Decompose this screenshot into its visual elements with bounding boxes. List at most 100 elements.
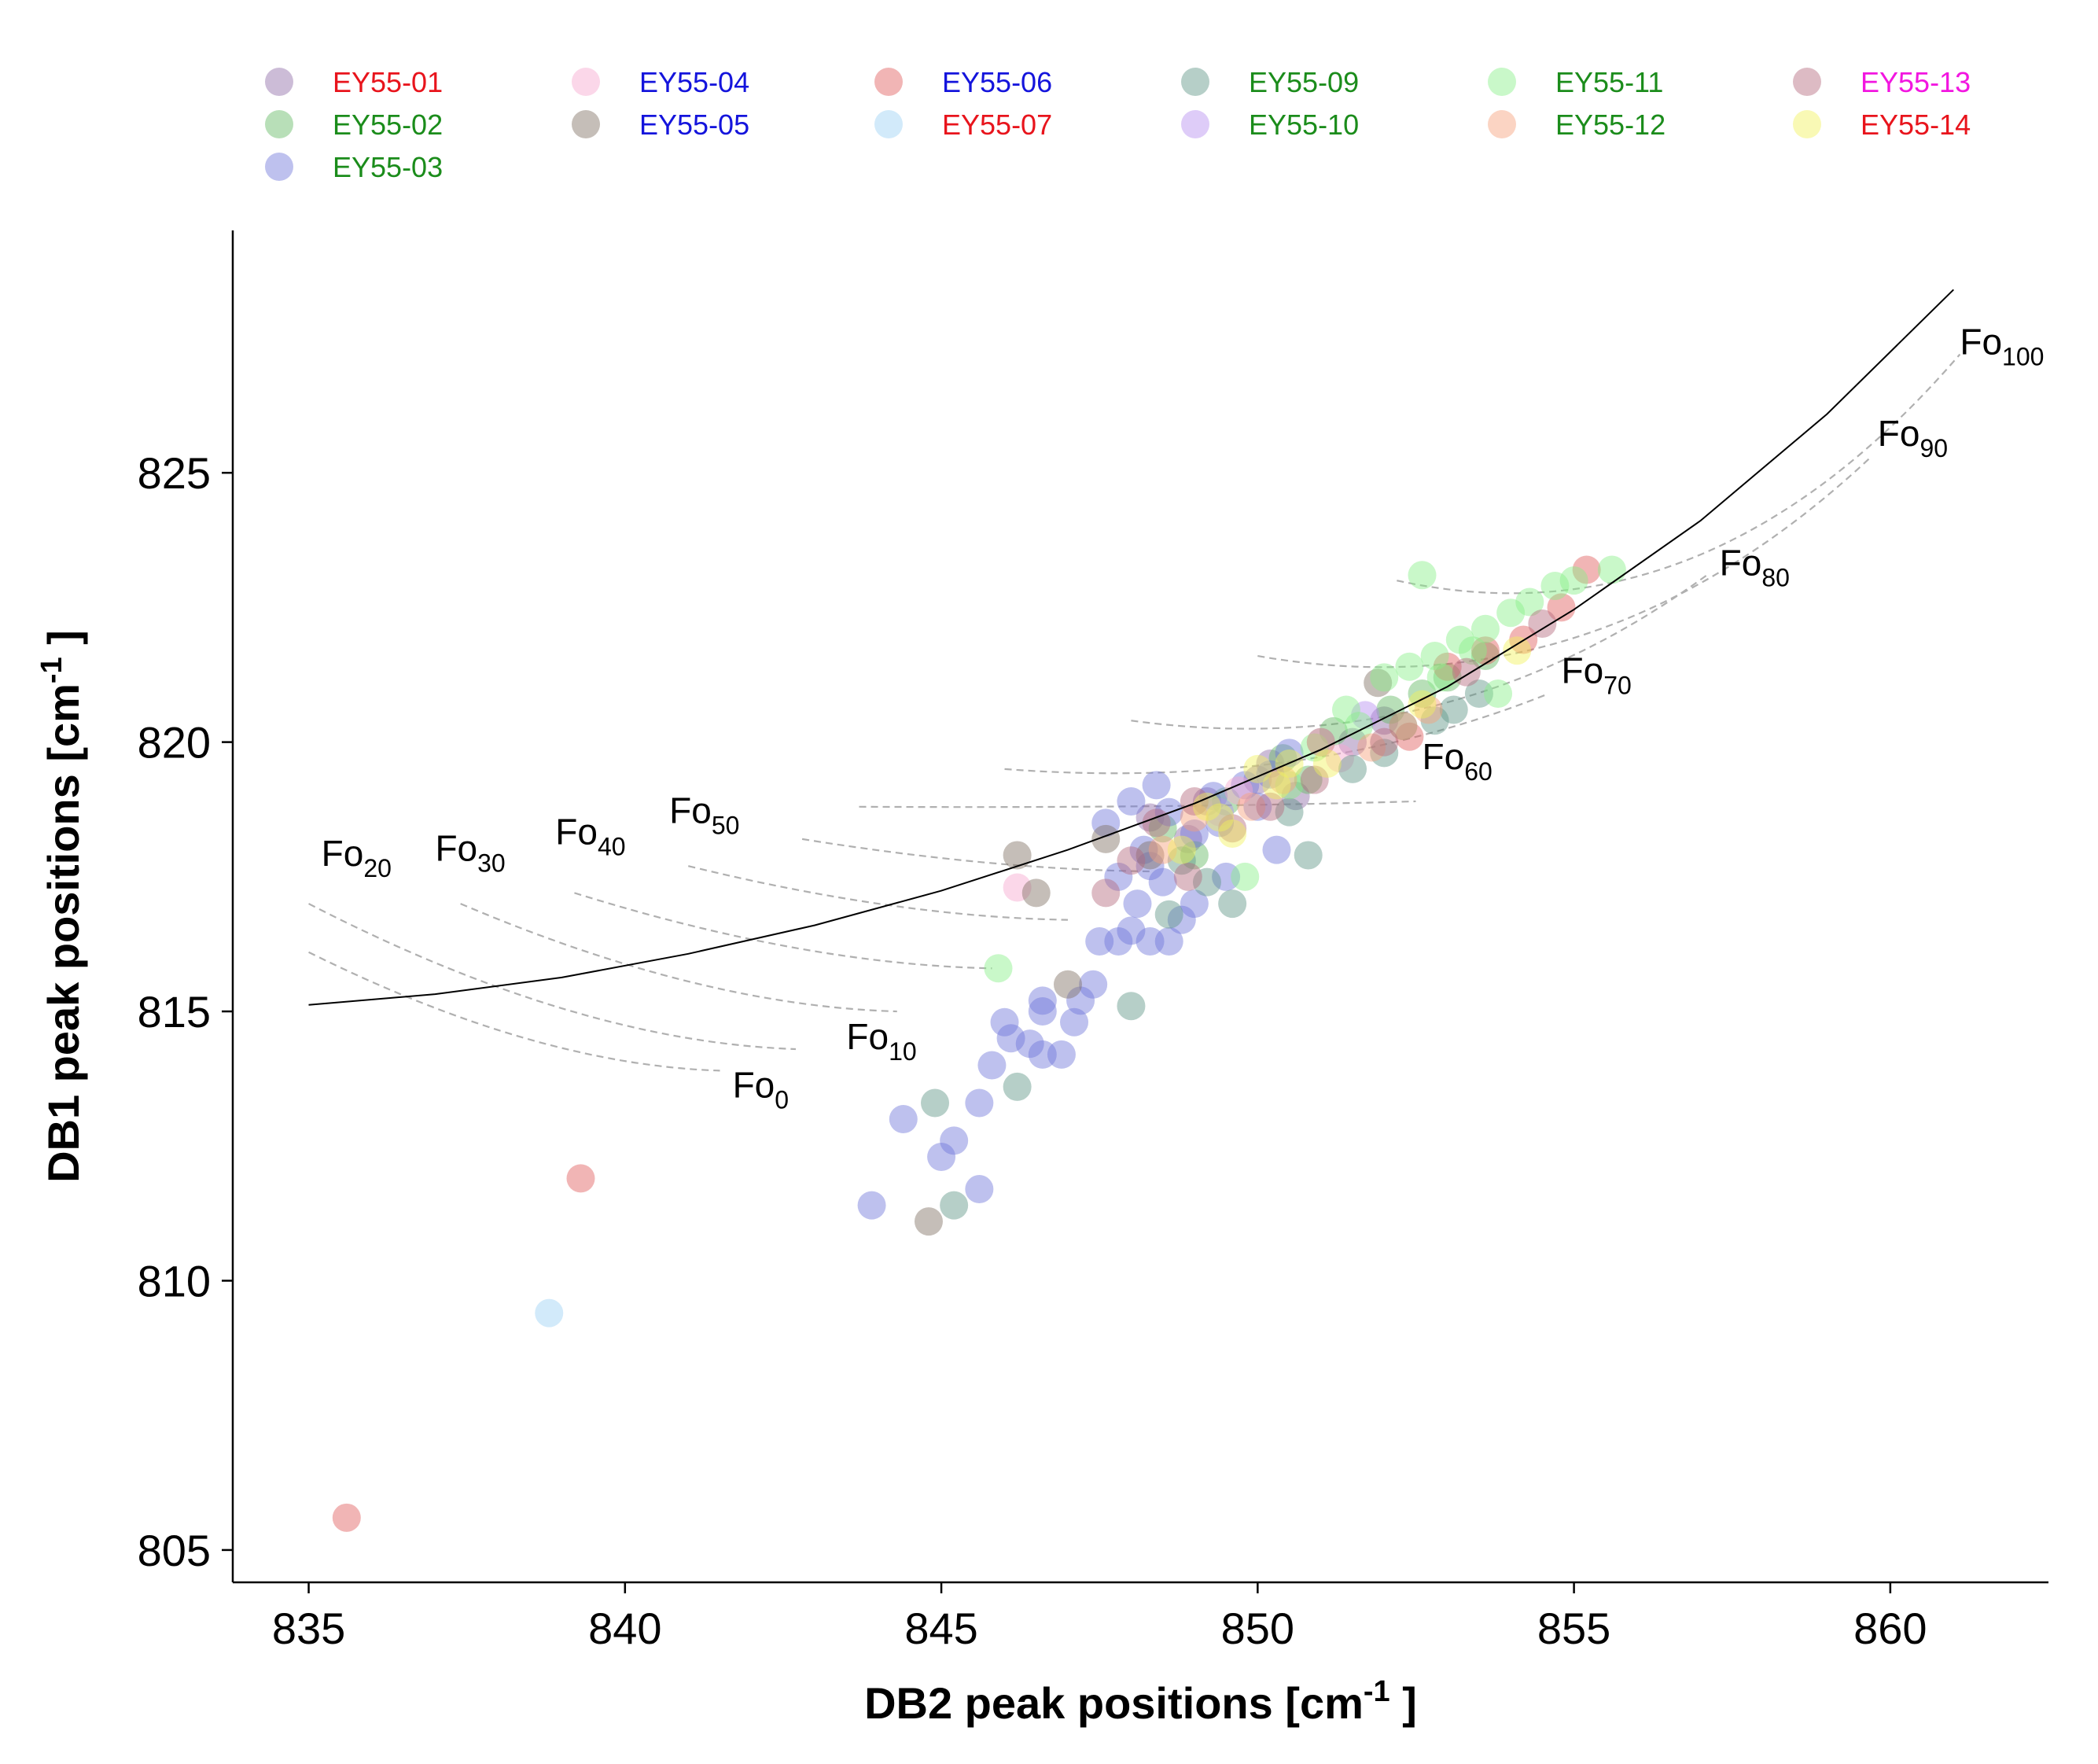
data-point-ey55-01 — [1256, 749, 1285, 779]
data-point-ey55-03 — [1212, 862, 1241, 891]
data-point-ey55-06 — [1547, 593, 1576, 622]
x-tick-label: 835 — [272, 1604, 345, 1653]
data-point-ey55-09 — [1370, 738, 1399, 768]
x-axis-ticks: 835 840 845 850 855 860 — [272, 1582, 1927, 1653]
fo-label: Fo100 — [1960, 322, 2044, 371]
data-point-ey55-06 — [1470, 636, 1500, 665]
data-point-ey55-11 — [1484, 679, 1513, 708]
data-point-ey55-02 — [1470, 642, 1500, 671]
fo-label: Fo80 — [1720, 542, 1790, 591]
data-point-ey55-03 — [1148, 867, 1177, 897]
fo-label: Fo90 — [1878, 413, 1948, 462]
data-point-ey55-03 — [1028, 986, 1057, 1015]
data-point-ey55-02 — [1376, 695, 1405, 724]
data-point-ey55-14 — [1262, 771, 1291, 800]
x-tick-label: 840 — [588, 1604, 661, 1653]
data-point-ey55-09 — [1338, 754, 1367, 783]
data-point-ey55-02 — [1319, 716, 1348, 746]
data-point-ey55-03 — [1066, 986, 1095, 1015]
data-point-ey55-12 — [1268, 765, 1297, 794]
fo-label: Fo40 — [555, 812, 625, 861]
data-point-ey55-12 — [1357, 733, 1386, 762]
data-point-ey55-04 — [1224, 776, 1253, 805]
legend-label: EY55-14 — [1861, 109, 1971, 141]
data-point-ey55-03 — [1015, 1029, 1044, 1059]
data-point-ey55-11 — [1496, 598, 1526, 628]
data-point-ey55-13 — [1256, 792, 1285, 821]
data-point-ey55-02 — [1294, 765, 1323, 794]
data-point-ey55-06 — [1433, 652, 1462, 681]
data-point-ey55-09 — [1218, 889, 1247, 919]
data-point-ey55-09 — [1389, 712, 1418, 741]
data-point-ey55-12 — [1148, 835, 1177, 864]
legend-label: EY55-13 — [1861, 66, 1971, 98]
data-point-ey55-09 — [1117, 992, 1146, 1021]
fo-labels: Fo0 Fo10 Fo20 Fo30 Fo40 Fo50 Fo60 Fo70 Fo80 Fo90F… — [322, 322, 2045, 1114]
legend: EY55-01 EY55-02 EY55-03 EY55-04 EY55-05 EY55-… — [265, 66, 1971, 183]
x-tick-label: 845 — [904, 1604, 977, 1653]
data-point-ey55-03 — [1104, 927, 1133, 956]
data-point-ey55-13 — [1528, 609, 1557, 638]
x-axis-label: DB2 peak positions [cm-1 ] — [864, 1675, 1417, 1728]
data-point-ey55-04 — [1003, 873, 1032, 902]
data-point-ey55-01 — [1338, 727, 1367, 757]
data-point-ey55-03 — [1104, 862, 1133, 891]
data-point-ey55-05 — [1135, 841, 1165, 870]
data-point-ey55-11 — [984, 954, 1013, 983]
data-point-ey55-03 — [1180, 889, 1209, 919]
data-point-ey55-05 — [1364, 668, 1393, 698]
data-point-ey55-11 — [1345, 712, 1374, 741]
data-point-ey55-13 — [1300, 765, 1329, 794]
data-point-ey55-05 — [1021, 878, 1051, 908]
fo-label: Fo50 — [669, 790, 739, 839]
data-point-ey55-03 — [1079, 970, 1108, 999]
data-point-ey55-13 — [1117, 846, 1146, 875]
data-point-ey55-11 — [1408, 561, 1437, 590]
fo-curve — [460, 903, 897, 1013]
data-point-ey55-01 — [1173, 824, 1202, 853]
data-point-ey55-11 — [1370, 663, 1399, 692]
data-point-ey55-11 — [1597, 555, 1626, 584]
data-point-ey55-03 — [1135, 927, 1165, 956]
data-point-ey55-03 — [857, 1191, 886, 1220]
fo-label: Fo10 — [846, 1016, 916, 1066]
data-point-ey55-06 — [332, 1503, 361, 1532]
fo-curve — [574, 892, 992, 970]
fo-curve — [308, 951, 720, 1072]
y-tick-label: 825 — [138, 448, 211, 498]
data-point-ey55-13 — [1142, 808, 1171, 838]
data-point-ey55-11 — [1426, 663, 1456, 692]
data-point-ey55-03 — [1091, 808, 1121, 838]
data-point-ey55-03 — [996, 1024, 1025, 1053]
legend-label: EY55-07 — [942, 109, 1052, 141]
data-point-ey55-12 — [1306, 727, 1335, 757]
data-point-ey55-04 — [1325, 744, 1354, 773]
data-point-ey55-11 — [1331, 695, 1360, 724]
data-point-ey55-12 — [1414, 695, 1443, 724]
data-point-ey55-13 — [1370, 727, 1399, 757]
data-point-ey55-09 — [1192, 867, 1221, 897]
data-point-ey55-05 — [1091, 824, 1121, 853]
legend-label: EY55-12 — [1555, 109, 1666, 141]
data-point-ey55-14 — [1408, 690, 1437, 719]
legend-marker — [874, 68, 903, 96]
data-point-ey55-03 — [1117, 916, 1146, 945]
legend-marker — [572, 110, 600, 138]
legend-marker — [874, 110, 903, 138]
data-point-ey55-11 — [1275, 771, 1304, 800]
data-point-ey55-09 — [1294, 841, 1323, 870]
data-point-ey55-09 — [1003, 1072, 1032, 1101]
legend-marker — [1181, 110, 1209, 138]
data-point-ey55-11 — [1470, 614, 1500, 643]
fo-label: Fo0 — [733, 1065, 789, 1114]
data-point-ey55-01 — [1281, 782, 1310, 811]
x-tick-label: 855 — [1537, 1604, 1610, 1653]
data-points — [332, 555, 1626, 1532]
y-tick-label: 805 — [138, 1526, 211, 1575]
data-point-ey55-07 — [535, 1298, 564, 1328]
fo-curve — [801, 838, 1150, 873]
data-point-ey55-11 — [1515, 587, 1544, 617]
legend-label: EY55-03 — [333, 151, 443, 183]
legend-marker — [1793, 68, 1821, 96]
